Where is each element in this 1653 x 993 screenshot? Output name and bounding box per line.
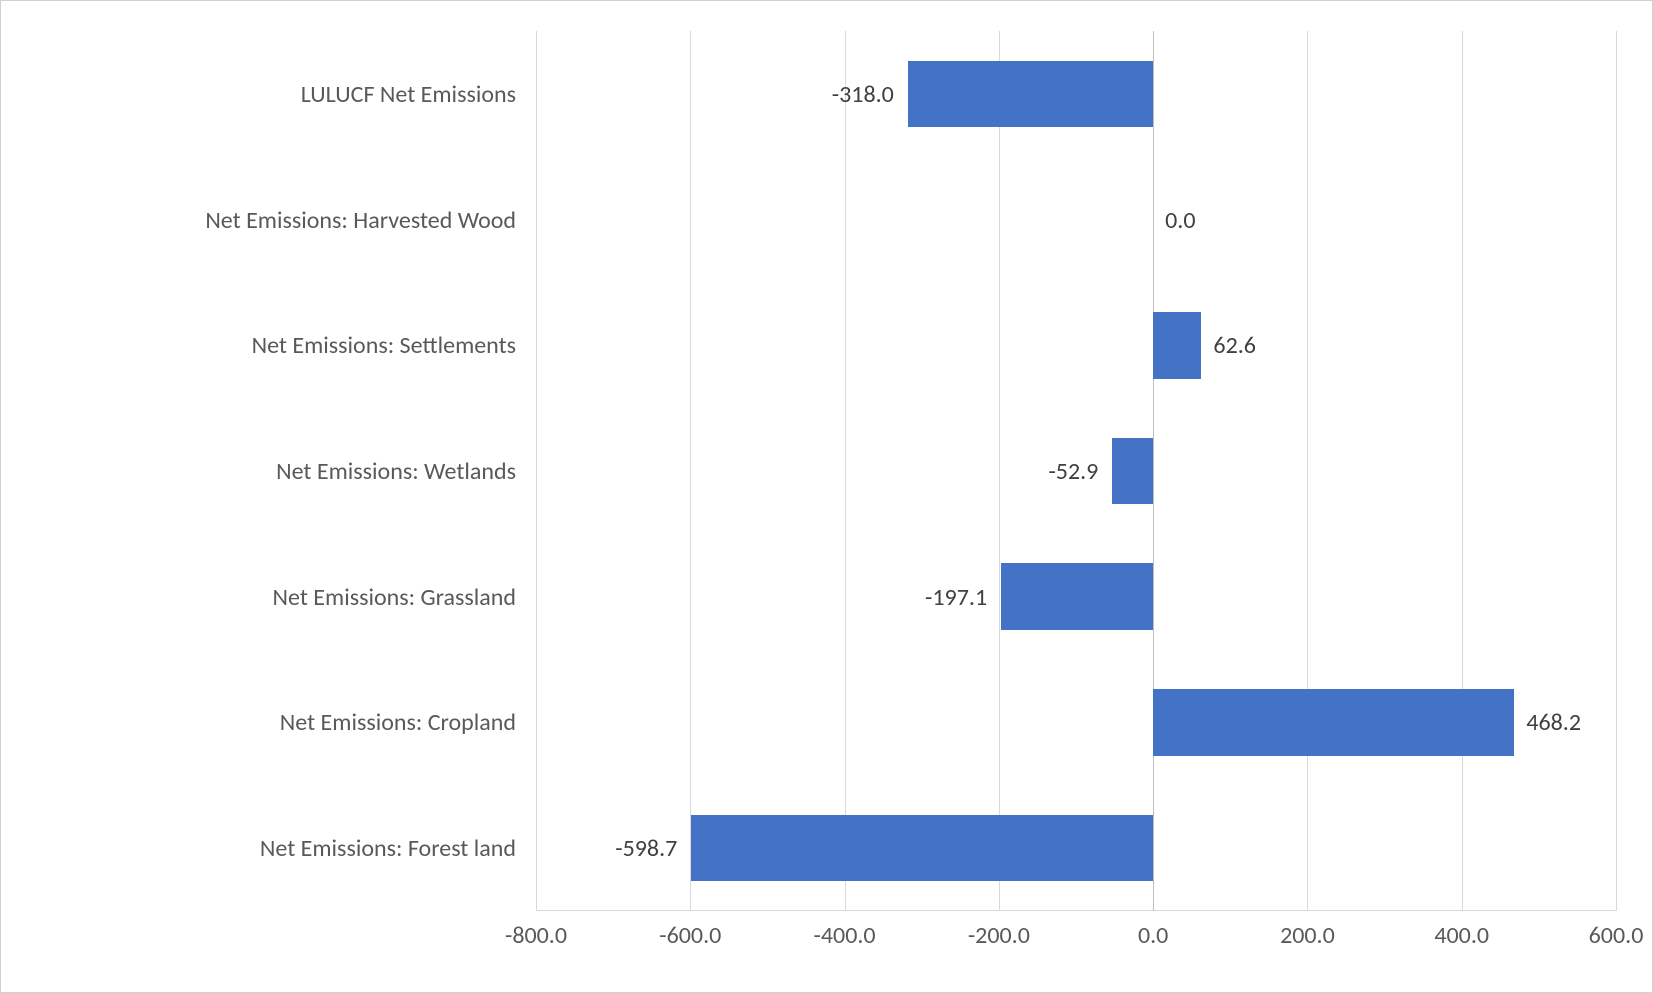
- category-label: Net Emissions: Cropland: [280, 708, 516, 737]
- gridline: [1462, 31, 1463, 911]
- data-label: 62.6: [1213, 331, 1256, 360]
- data-label: 468.2: [1526, 708, 1581, 737]
- x-tick-label: 0.0: [1138, 921, 1168, 950]
- bar: [1153, 312, 1201, 379]
- category-label: Net Emissions: Wetlands: [276, 457, 516, 486]
- category-label: Net Emissions: Settlements: [252, 331, 516, 360]
- bar: [1153, 689, 1514, 756]
- category-label: Net Emissions: Harvested Wood: [205, 206, 516, 235]
- bar: [1001, 563, 1153, 630]
- gridline: [690, 31, 691, 911]
- x-tick-label: 200.0: [1280, 921, 1335, 950]
- category-label: Net Emissions: Grassland: [273, 583, 516, 612]
- bar: [908, 61, 1153, 128]
- zero-gridline: [1153, 31, 1154, 911]
- data-label: -318.0: [832, 80, 894, 109]
- data-label: -197.1: [925, 583, 987, 612]
- x-tick-label: -800.0: [505, 921, 567, 950]
- gridline: [1307, 31, 1308, 911]
- gridline: [845, 31, 846, 911]
- data-label: -598.7: [615, 834, 677, 863]
- gridline: [999, 31, 1000, 911]
- x-tick-label: -200.0: [968, 921, 1030, 950]
- gridline: [536, 31, 537, 911]
- category-label: LULUCF Net Emissions: [301, 80, 516, 109]
- x-tick-label: -400.0: [814, 921, 876, 950]
- x-tick-label: 600.0: [1589, 921, 1644, 950]
- bar: [691, 815, 1153, 882]
- emissions-bar-chart: -800.0 -600.0 -400.0 -200.0 0.0 200.0 400.0 600…: [0, 0, 1653, 993]
- category-label: Net Emissions: Forest land: [260, 834, 516, 863]
- x-tick-label: 400.0: [1434, 921, 1489, 950]
- data-label: -52.9: [1048, 457, 1098, 486]
- x-tick-label: -600.0: [659, 921, 721, 950]
- data-label: 0.0: [1165, 206, 1195, 235]
- gridline: [1616, 31, 1617, 911]
- x-axis-line: [536, 910, 1616, 911]
- bar: [1112, 438, 1153, 505]
